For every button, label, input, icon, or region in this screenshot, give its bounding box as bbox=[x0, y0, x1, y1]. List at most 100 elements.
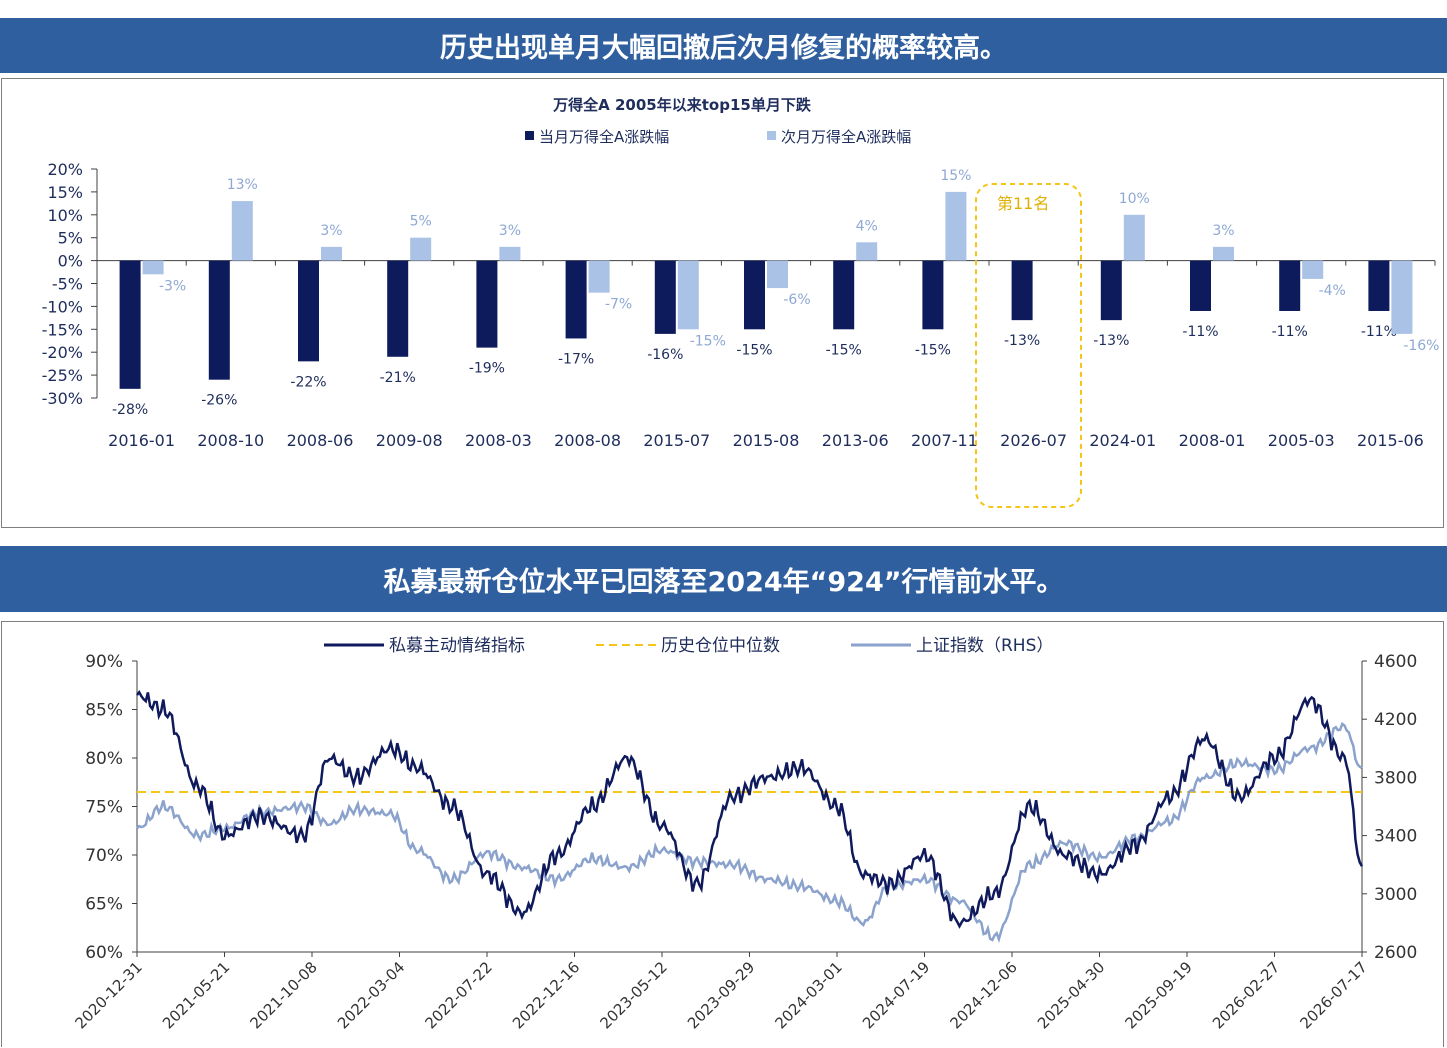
bar-next bbox=[677, 260, 699, 330]
y-right-tick-label: 3800 bbox=[1374, 768, 1417, 788]
bar-next bbox=[1302, 260, 1324, 279]
y-tick-label: -25% bbox=[42, 366, 83, 385]
y-left-tick-label: 80% bbox=[85, 749, 123, 769]
line-chart-panel: 私募主动情绪指标 历史仓位中位数 上证指数（RHS） 90% 85% 80% 75% 70% 6… bbox=[1, 621, 1444, 1047]
y-tick-label: -5% bbox=[52, 275, 83, 294]
x-tick-label: 2020-12-31 bbox=[71, 958, 145, 1032]
data-label-current: -15% bbox=[826, 342, 862, 358]
bar-next bbox=[231, 201, 253, 261]
x-tick-label: 2025-04-30 bbox=[1034, 958, 1108, 1032]
x-tick-label: 2008-10 bbox=[197, 431, 264, 450]
y-right-tick-label: 4200 bbox=[1374, 710, 1417, 730]
data-label-current: -28% bbox=[112, 402, 148, 418]
bar-next bbox=[945, 191, 967, 261]
y-left-tick-label: 85% bbox=[85, 701, 123, 721]
y-tick-label: -10% bbox=[42, 297, 83, 316]
data-label-current: -11% bbox=[1182, 324, 1218, 340]
bar-next bbox=[1391, 260, 1413, 334]
legend-swatch-next bbox=[767, 131, 776, 140]
x-tick-label: 2015-06 bbox=[1357, 431, 1424, 450]
section1-banner: 历史出现单月大幅回撤后次月修复的概率较高。 bbox=[0, 18, 1447, 73]
data-label-next: -16% bbox=[1403, 338, 1439, 354]
x-tick-label: 2022-07-22 bbox=[421, 958, 495, 1032]
data-label-current: -11% bbox=[1361, 324, 1397, 340]
data-label-current: -16% bbox=[647, 347, 683, 363]
x-tick-label: 2021-05-21 bbox=[159, 958, 233, 1032]
y-left-tick-label: 75% bbox=[85, 798, 123, 818]
x-tick-label: 2024-07-19 bbox=[859, 958, 933, 1032]
data-label-next: 3% bbox=[499, 223, 521, 239]
bar-current bbox=[922, 260, 944, 330]
legend-label-next: 次月万得全A涨跌幅 bbox=[781, 128, 911, 146]
data-label-next: 5% bbox=[410, 214, 432, 230]
data-label-next: -7% bbox=[605, 297, 632, 313]
section2-banner: 私募最新仓位水平已回落至2024年“924”行情前水平。 bbox=[0, 546, 1447, 612]
data-label-current: -22% bbox=[290, 374, 326, 390]
data-label-next: -6% bbox=[783, 292, 810, 308]
legend-label-current: 当月万得全A涨跌幅 bbox=[539, 128, 669, 146]
y-left-tick-label: 70% bbox=[85, 846, 123, 866]
y-tick-label: 5% bbox=[58, 229, 83, 248]
x-tick-label: 2013-06 bbox=[822, 431, 889, 450]
bar-current bbox=[565, 260, 587, 339]
x-tick-label: 2024-01 bbox=[1089, 431, 1156, 450]
y-right-tick-label: 3000 bbox=[1374, 885, 1417, 905]
data-label-next: 13% bbox=[227, 177, 258, 193]
bar-current bbox=[654, 260, 676, 334]
y-tick-label: 15% bbox=[47, 183, 83, 202]
line-chart: 私募主动情绪指标 历史仓位中位数 上证指数（RHS） 90% 85% 80% 75% 70% 6… bbox=[71, 636, 1417, 1032]
x-tick-label: 2026-07 bbox=[1000, 431, 1067, 450]
data-label-next: 15% bbox=[940, 168, 971, 184]
data-label-next: 10% bbox=[1119, 191, 1150, 207]
data-label-next: 4% bbox=[856, 218, 878, 234]
highlight-box bbox=[975, 183, 1082, 508]
x-tick-label: 2023-05-12 bbox=[596, 958, 670, 1032]
bar-current bbox=[744, 260, 765, 330]
x-tick-label: 2026-02-27 bbox=[1209, 958, 1283, 1032]
data-label-current: -15% bbox=[736, 342, 772, 358]
y-right-tick-label: 4600 bbox=[1374, 652, 1417, 672]
y-tick-label: -15% bbox=[42, 320, 83, 339]
x-tick-label: 2023-09-29 bbox=[684, 958, 758, 1032]
bar-current bbox=[1368, 260, 1390, 311]
x-tick-label: 2008-01 bbox=[1179, 431, 1246, 450]
data-label-next: 3% bbox=[320, 223, 342, 239]
x-tick-label: 2015-07 bbox=[643, 431, 710, 450]
chart-title: 万得全A 2005年以来top15单月下跌 bbox=[552, 96, 812, 114]
x-tick-label: 2026-07-17 bbox=[1296, 958, 1370, 1032]
x-tick-label: 2022-03-04 bbox=[334, 958, 408, 1032]
y-tick-label: 10% bbox=[47, 206, 83, 225]
x-tick-label: 2009-08 bbox=[376, 431, 443, 450]
bar-next bbox=[1123, 214, 1145, 261]
data-label-next: -3% bbox=[159, 278, 186, 294]
bar-current bbox=[476, 260, 498, 348]
series-line-index bbox=[136, 721, 1363, 944]
x-tick-label: 2024-03-01 bbox=[771, 958, 845, 1032]
data-label-current: -11% bbox=[1272, 324, 1308, 340]
bar-current bbox=[119, 260, 141, 389]
bar-current bbox=[1279, 260, 1301, 311]
bar-next bbox=[499, 246, 521, 261]
data-label-current: -26% bbox=[201, 393, 237, 409]
x-tick-label: 2021-10-08 bbox=[246, 958, 320, 1032]
y-tick-label: 0% bbox=[58, 252, 83, 271]
data-label-current: -13% bbox=[1093, 333, 1129, 349]
x-tick-label: 2008-08 bbox=[554, 431, 621, 450]
y-tick-label: -30% bbox=[42, 389, 83, 408]
bar-next bbox=[767, 260, 788, 289]
highlight-label: 第11名 bbox=[997, 194, 1049, 213]
bar-current bbox=[387, 260, 409, 357]
x-tick-label: 2024-12-06 bbox=[946, 958, 1020, 1032]
y-right-tick-label: 2600 bbox=[1374, 943, 1417, 963]
legend-label-sentiment: 私募主动情绪指标 bbox=[389, 636, 525, 656]
data-label-current: -19% bbox=[469, 361, 505, 377]
bar-current bbox=[208, 260, 230, 380]
legend-swatch-current bbox=[525, 131, 534, 140]
x-tick-label: 2007-11 bbox=[911, 431, 978, 450]
series-line-sentiment bbox=[136, 689, 1364, 929]
bar-current bbox=[1011, 260, 1033, 321]
bar-next bbox=[410, 237, 432, 261]
data-label-current: -21% bbox=[380, 370, 416, 386]
y-tick-label: 20% bbox=[47, 160, 83, 179]
